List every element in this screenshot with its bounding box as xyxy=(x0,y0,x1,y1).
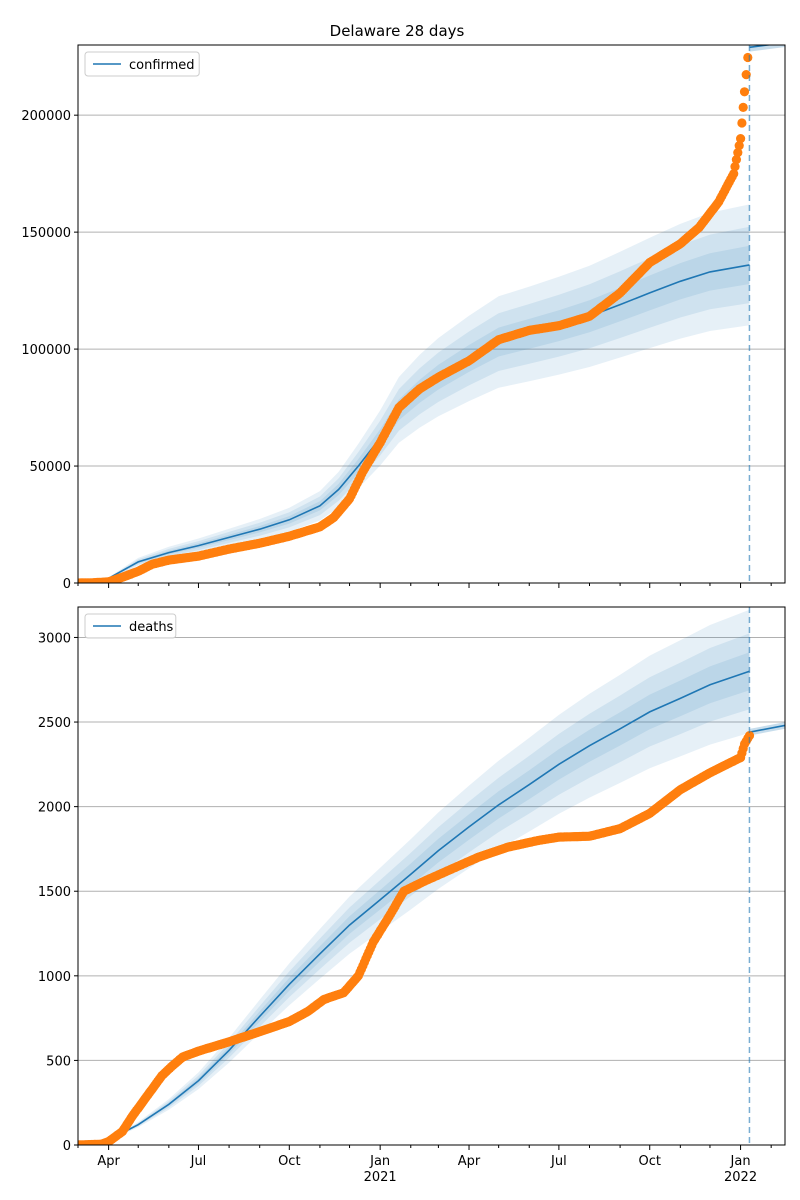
observed-point xyxy=(733,148,743,158)
y-tick-label: 500 xyxy=(46,1054,71,1069)
y-tick-label: 2500 xyxy=(38,716,71,731)
legend-box xyxy=(84,613,177,639)
observed-points xyxy=(78,731,755,1145)
observed-point xyxy=(736,134,746,144)
model-line xyxy=(86,670,750,1145)
y-tick-label: 150000 xyxy=(21,226,71,241)
observed-point xyxy=(737,118,747,128)
x-tick-label: Jul xyxy=(190,1154,207,1169)
forecast-line xyxy=(749,724,785,733)
x-tick-label: Apr xyxy=(97,1154,120,1169)
observed-point xyxy=(731,155,742,165)
y-tick-label: 50000 xyxy=(30,460,71,475)
x-tick-label: Oct xyxy=(638,1154,660,1169)
legend-box xyxy=(84,51,200,77)
y-tick-label: 1500 xyxy=(38,885,71,900)
uncertainty-band-3 xyxy=(86,245,750,583)
observed-points xyxy=(78,36,754,583)
plot-frame xyxy=(77,606,786,1146)
x-tick-label: Jul xyxy=(550,1154,567,1169)
x-tick-label-year: 2021 xyxy=(364,1170,397,1185)
observed-point xyxy=(743,52,753,63)
y-tick-label: 1000 xyxy=(38,970,71,985)
legend: deaths xyxy=(84,613,177,639)
observed-point xyxy=(738,102,748,112)
x-tick-label: Oct xyxy=(278,1154,300,1169)
uncertainty-band-3 xyxy=(86,652,750,1145)
observed-point xyxy=(745,36,754,45)
y-tick-label: 100000 xyxy=(21,343,71,358)
uncertainty-band-1 xyxy=(86,609,750,1145)
chart-title: Delaware 28 days xyxy=(330,22,465,40)
legend: confirmed xyxy=(84,51,200,77)
y-tick-label: 3000 xyxy=(38,631,71,646)
legend-label: confirmed xyxy=(129,58,195,73)
x-tick-label-year: 2022 xyxy=(724,1170,757,1185)
observed-point xyxy=(730,162,740,172)
confirmed-panel: 0 50000 100000 150000 200000 confirmed xyxy=(21,36,786,592)
observed-point xyxy=(739,87,750,97)
observed-point xyxy=(744,731,755,741)
legend-label: deaths xyxy=(129,620,174,635)
y-tick-label: 0 xyxy=(63,1139,71,1154)
plot-frame xyxy=(77,44,786,584)
observed-point xyxy=(734,141,744,151)
y-tick-label: 2000 xyxy=(38,801,71,816)
x-tick-label: Apr xyxy=(458,1154,481,1169)
forecast-line xyxy=(749,45,774,49)
x-tick-label: Jan xyxy=(730,1154,751,1169)
observed-point xyxy=(741,70,751,80)
y-tick-label: 0 xyxy=(63,577,71,592)
observed-point xyxy=(729,169,739,179)
x-tick-label: Jan xyxy=(369,1154,390,1169)
y-tick-label: 200000 xyxy=(21,109,71,124)
